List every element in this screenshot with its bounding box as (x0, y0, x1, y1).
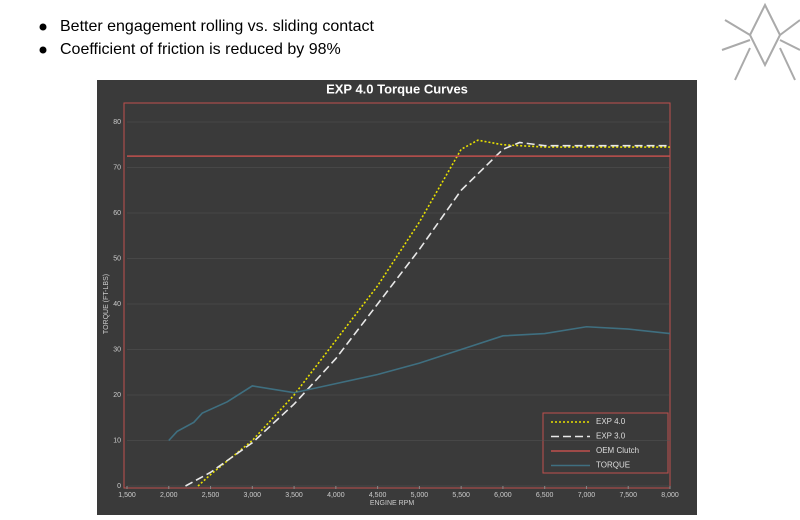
x-tick-label: 6,000 (494, 492, 512, 499)
legend-label: EXP 3.0 (596, 432, 626, 441)
y-tick-label: 70 (113, 164, 121, 171)
y-axis-label: TORQUE (FT-LBS) (103, 274, 110, 334)
x-tick-label: 7,500 (619, 492, 637, 499)
series-line (185, 141, 670, 487)
x-axis-label: ENGINE RPM (370, 500, 415, 507)
x-tick-label: 3,500 (285, 492, 303, 499)
series-line (197, 139, 670, 487)
y-tick-label: 10 (113, 437, 121, 444)
bullet-text: Better engagement rolling vs. sliding co… (60, 18, 375, 35)
legend-box (542, 412, 669, 474)
y-tick-label: 50 (113, 255, 121, 262)
x-tick-label: 5,000 (411, 492, 429, 499)
logo (721, 2, 800, 81)
x-tick-label: 2,500 (202, 492, 220, 499)
y-tick-label: 80 (113, 119, 121, 126)
y-tick-label: 0 (117, 483, 121, 490)
y-tick-label: 60 (113, 210, 121, 217)
y-tick-label: 30 (113, 346, 121, 353)
legend-label: TORQUE (596, 461, 630, 470)
x-tick-label: 6,500 (536, 492, 554, 499)
x-tick-label: 7,000 (578, 492, 596, 499)
chart-title: EXP 4.0 Torque Curves (326, 81, 468, 96)
y-tick-label: 20 (113, 392, 121, 399)
x-tick-label: 4,500 (369, 492, 387, 499)
x-tick-label: 4,000 (327, 492, 345, 499)
y-tick-label: 40 (113, 301, 121, 308)
bullet-text: Coefficient of friction is reduced by 98… (60, 41, 341, 58)
x-tick-label: 2,000 (160, 492, 178, 499)
bullet-dot (39, 46, 47, 54)
legend-label: EXP 4.0 (596, 417, 626, 426)
legend-label: OEM Clutch (596, 446, 639, 455)
x-tick-label: 3,000 (244, 492, 262, 499)
bullet-dot (39, 23, 47, 31)
x-tick-label: 5,500 (452, 492, 470, 499)
plot-border (123, 102, 671, 489)
series-line (168, 325, 671, 442)
x-tick-label: 8,000 (661, 492, 679, 499)
x-tick-label: 1,500 (118, 492, 136, 499)
